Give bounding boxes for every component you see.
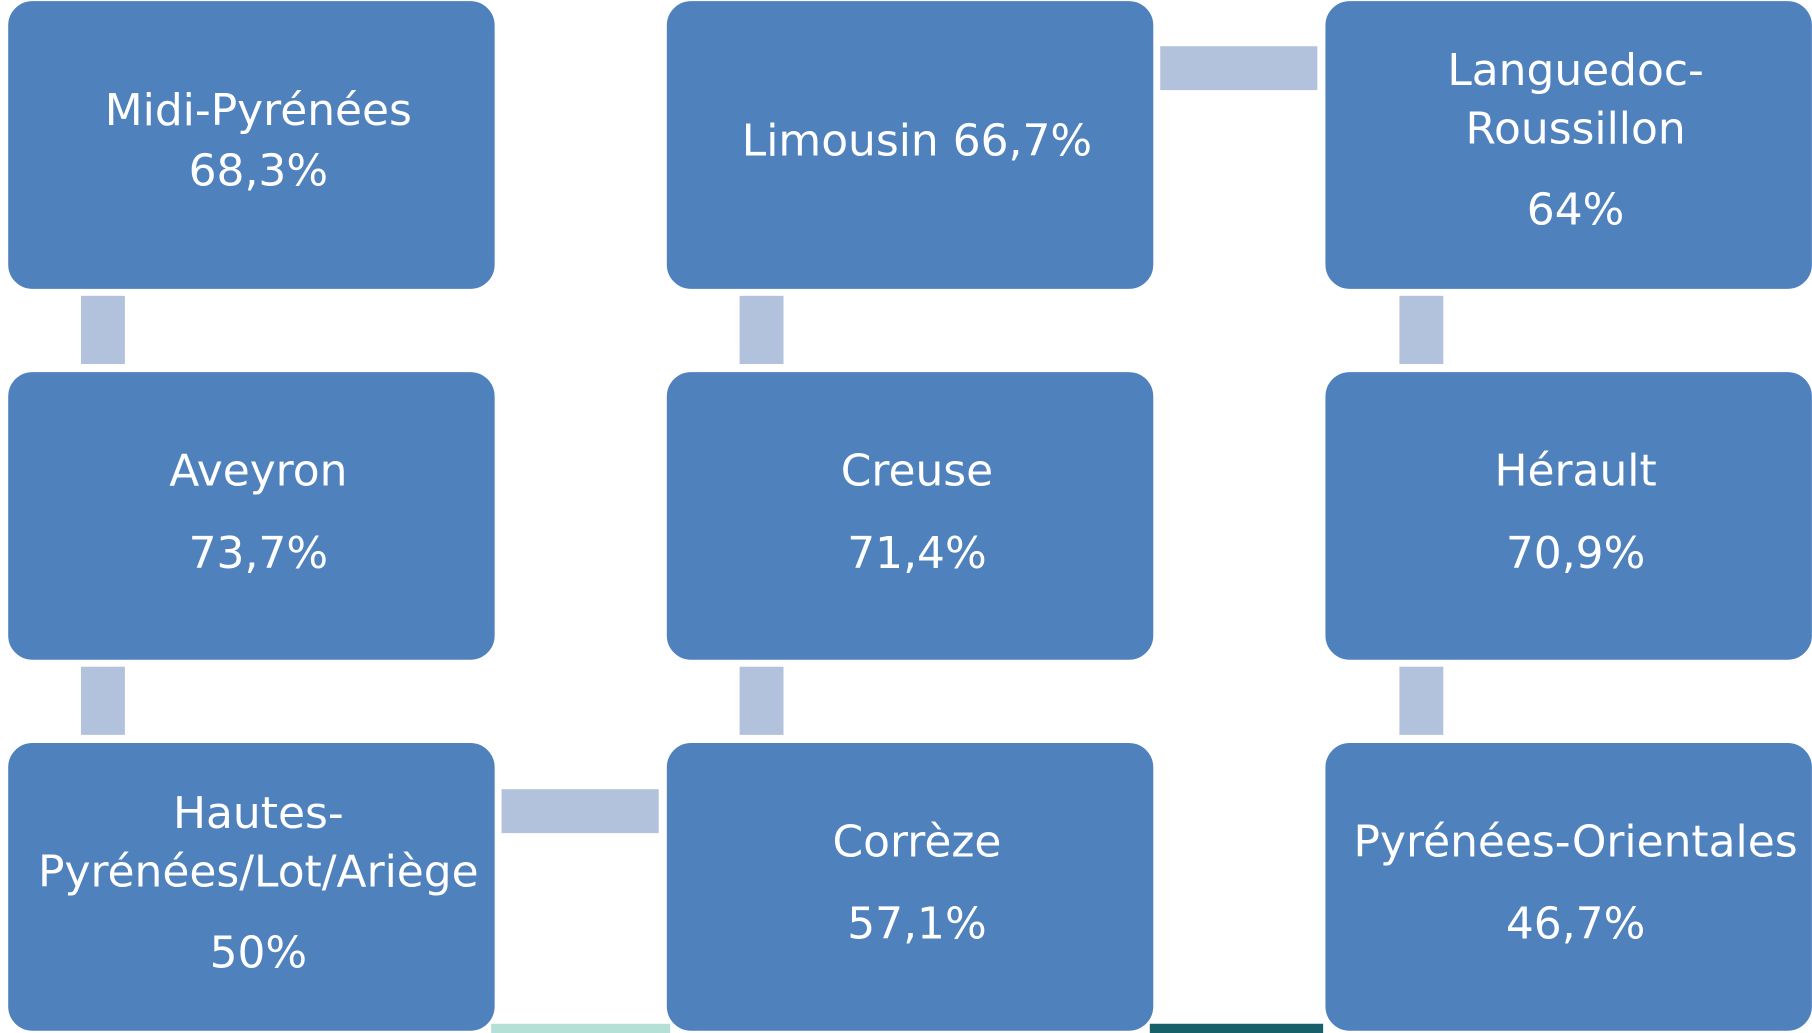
- node-label: Creuse: [841, 446, 993, 497]
- node-label: Midi-Pyrénées: [105, 85, 412, 136]
- node-label: Aveyron: [169, 446, 347, 497]
- connector: [501, 789, 659, 834]
- node-box: [5, 0, 497, 292]
- node-label: Hérault: [1495, 446, 1657, 497]
- connector: [739, 666, 784, 735]
- connector: [739, 295, 784, 364]
- connector: [80, 295, 125, 364]
- node-box: [1323, 0, 1812, 292]
- partial-shape: [491, 1023, 671, 1033]
- connector: [1399, 295, 1444, 364]
- node-label: 70,9%: [1506, 528, 1645, 579]
- node-label: Corrèze: [833, 817, 1002, 868]
- node-label: Hautes-: [173, 788, 344, 839]
- node-label: 68,3%: [189, 145, 328, 196]
- node-label: 73,7%: [189, 528, 328, 579]
- node-label: 57,1%: [847, 899, 986, 950]
- node-box: [664, 369, 1156, 663]
- node-box: [1323, 740, 1812, 1033]
- node-label: Pyrénées-Orientales: [1354, 817, 1798, 868]
- node-box: [5, 369, 497, 663]
- node-label: Pyrénées/Lot/Ariège: [38, 847, 479, 898]
- connector: [80, 666, 125, 735]
- node-label: 71,4%: [847, 528, 986, 579]
- node-label: Roussillon: [1466, 104, 1686, 155]
- partial-shape: [1149, 1023, 1324, 1033]
- node-box: [664, 0, 1156, 292]
- node-label: 46,7%: [1506, 899, 1645, 950]
- node-box: [664, 740, 1156, 1033]
- connector: [1160, 46, 1318, 91]
- connector: [1399, 666, 1444, 735]
- node-box: [5, 740, 497, 1033]
- node-label: Languedoc-: [1447, 45, 1704, 96]
- node-label: Limousin 66,7%: [742, 115, 1092, 166]
- node-box: [1323, 369, 1812, 663]
- node-label: 64%: [1527, 185, 1625, 236]
- connectors: [80, 46, 1444, 834]
- node-label: 50%: [210, 928, 308, 979]
